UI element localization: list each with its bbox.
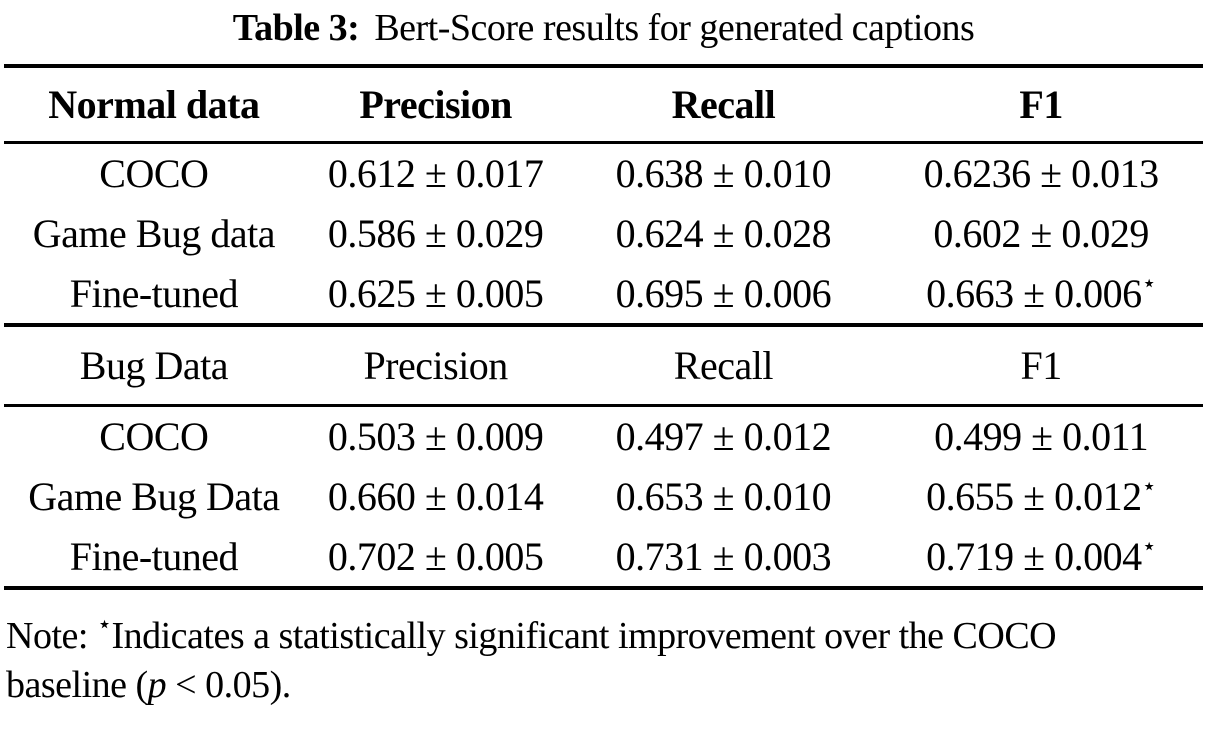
cell-text: 0.663 ± 0.006 <box>926 271 1142 316</box>
cell-text: 0.695 ± 0.006 <box>615 271 832 316</box>
row-label: Fine-tuned <box>4 527 304 588</box>
row-label: COCO <box>4 142 304 203</box>
table-caption-text: Bert-Score results for generated caption… <box>374 7 975 49</box>
cell-f1: 0.719 ± 0.004⋆ <box>879 527 1203 588</box>
cell-precision: 0.660 ± 0.014 <box>304 466 568 527</box>
cell-text: 0.660 ± 0.014 <box>327 474 544 519</box>
cell-precision: 0.503 ± 0.009 <box>304 405 568 466</box>
table-row-fine-tuned-bug: Fine-tuned 0.702 ± 0.005 0.731 ± 0.003 0… <box>4 527 1203 588</box>
cell-text: 0.602 ± 0.029 <box>933 211 1149 256</box>
note-prefix: Note: <box>6 615 97 657</box>
col-header-recall: Recall <box>673 342 774 388</box>
cell-recall: 0.731 ± 0.003 <box>568 527 880 588</box>
significance-star: ⋆ <box>96 610 112 638</box>
cell-text: Game Bug data <box>32 211 276 256</box>
cell-text: 0.586 ± 0.029 <box>327 211 544 256</box>
cell-recall: 0.653 ± 0.010 <box>568 466 880 527</box>
cell-text: 0.503 ± 0.009 <box>327 413 544 459</box>
cell-precision: 0.702 ± 0.005 <box>304 527 568 588</box>
significance-star: ⋆ <box>1141 269 1157 297</box>
header-row-normal-data: Normal data Precision Recall F1 <box>4 66 1203 142</box>
cell-text: 0.497 ± 0.012 <box>615 413 832 459</box>
note-line-1: Note: ⋆Indicates a statistically signifi… <box>6 612 1201 661</box>
note-text-3: < 0.05). <box>166 664 291 707</box>
row-label: Fine-tuned <box>4 264 304 325</box>
cell-text: 0.499 ± 0.011 <box>934 413 1149 459</box>
cell-text: 0.638 ± 0.010 <box>615 150 832 196</box>
cell-f1: 0.655 ± 0.012⋆ <box>879 466 1203 527</box>
cell-text: 0.625 ± 0.005 <box>327 271 544 316</box>
col-header-bug-data: Bug Data <box>79 342 229 388</box>
cell-text: 0.612 ± 0.017 <box>327 150 544 196</box>
cell-text: Fine-tuned <box>69 534 239 579</box>
col-header-normal-data: Normal data <box>48 81 260 127</box>
cell-f1: 0.602 ± 0.029 <box>879 203 1203 264</box>
table-note: Note: ⋆Indicates a statistically signifi… <box>6 612 1201 711</box>
cell-text: 0.719 ± 0.004 <box>926 534 1142 579</box>
table-caption-label: Table 3: <box>232 7 360 49</box>
cell-text: 0.731 ± 0.003 <box>615 534 832 579</box>
col-header-precision: Precision <box>359 81 512 127</box>
row-label: COCO <box>4 405 304 466</box>
cell-f1: 0.499 ± 0.011 <box>879 405 1203 466</box>
col-header-f1: F1 <box>1020 342 1063 388</box>
cell-recall: 0.638 ± 0.010 <box>568 142 880 203</box>
cell-precision: 0.625 ± 0.005 <box>304 264 568 325</box>
cell-text: COCO <box>99 150 209 196</box>
row-label: Game Bug Data <box>4 466 304 527</box>
table-row-coco-normal: COCO 0.612 ± 0.017 0.638 ± 0.010 0.6236 … <box>4 142 1203 203</box>
table-row-fine-tuned-normal: Fine-tuned 0.625 ± 0.005 0.695 ± 0.006 0… <box>4 264 1203 325</box>
header-row-bug-data: Bug Data Precision Recall F1 <box>4 325 1203 405</box>
significance-star: ⋆ <box>1141 532 1157 560</box>
significance-star: ⋆ <box>1141 472 1157 500</box>
col-header-precision: Precision <box>363 342 508 388</box>
table-row-game-bug-normal: Game Bug data 0.586 ± 0.029 0.624 ± 0.02… <box>4 203 1203 264</box>
cell-precision: 0.586 ± 0.029 <box>304 203 568 264</box>
note-line-2: baseline (p < 0.05). <box>6 661 1201 710</box>
note-text-1: Indicates a statistically significant im… <box>111 615 1057 657</box>
cell-text: Game Bug Data <box>28 474 280 519</box>
cell-precision: 0.612 ± 0.017 <box>304 142 568 203</box>
note-text-2: baseline ( <box>6 664 148 707</box>
table-caption: Table 3: Bert-Score results for generated… <box>0 0 1207 50</box>
cell-text: 0.655 ± 0.012 <box>926 474 1142 519</box>
cell-recall: 0.497 ± 0.012 <box>568 405 880 466</box>
cell-recall: 0.624 ± 0.028 <box>568 203 880 264</box>
cell-text: 0.6236 ± 0.013 <box>923 150 1159 196</box>
col-header-f1: F1 <box>1019 81 1063 127</box>
cell-f1: 0.6236 ± 0.013 <box>879 142 1203 203</box>
col-header-recall: Recall <box>671 81 776 127</box>
bert-score-table: Normal data Precision Recall F1 COCO 0.6… <box>4 64 1203 590</box>
table-row-game-bug-bug: Game Bug Data 0.660 ± 0.014 0.653 ± 0.01… <box>4 466 1203 527</box>
cell-recall: 0.695 ± 0.006 <box>568 264 880 325</box>
note-p-symbol: p <box>147 664 167 707</box>
row-label: Game Bug data <box>4 203 304 264</box>
cell-text: 0.624 ± 0.028 <box>615 211 832 256</box>
cell-text: COCO <box>99 413 209 459</box>
cell-text: 0.702 ± 0.005 <box>327 534 544 579</box>
cell-f1: 0.663 ± 0.006⋆ <box>879 264 1203 325</box>
cell-text: 0.653 ± 0.010 <box>615 474 832 519</box>
table-row-coco-bug: COCO 0.503 ± 0.009 0.497 ± 0.012 0.499 ±… <box>4 405 1203 466</box>
cell-text: Fine-tuned <box>69 271 239 316</box>
